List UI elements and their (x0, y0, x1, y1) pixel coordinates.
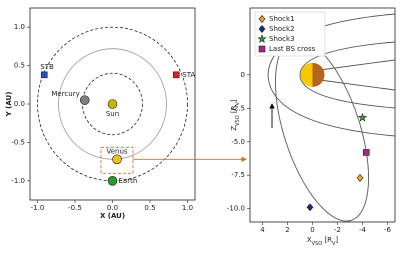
y-tick-label: 0.5 (14, 62, 25, 70)
x-tick-label: -4 (359, 226, 367, 234)
x-tick-label: -0.5 (68, 204, 82, 212)
plot-frame (249, 7, 396, 223)
y-tick-label: 0.0 (14, 100, 25, 108)
y-tick-label: -10.0 (227, 205, 245, 213)
orbit (37, 26, 188, 182)
y-tick-label: -5.0 (231, 138, 245, 146)
trajectory (274, 38, 370, 222)
venus-day (300, 62, 313, 87)
boundary (299, 41, 396, 109)
point (107, 99, 118, 109)
y-tick-label: 1.0 (14, 23, 25, 31)
y-tick-label: 0 (241, 71, 245, 79)
point-label: Earth (119, 177, 138, 185)
legend-label: Shock3 (269, 35, 295, 43)
legend-marker (258, 15, 266, 23)
point-label: Mercury (51, 90, 79, 98)
axis-label: ZVSO [RV] (230, 99, 241, 131)
x-axis-label: X (AU) (100, 212, 125, 220)
legend-label: Shock1 (269, 15, 295, 23)
x-tick-label: 0.5 (144, 204, 155, 212)
x-tick-label: 0 (310, 226, 314, 234)
axis-label-part: V (235, 102, 241, 106)
axis-label: XVSO [RV] (307, 236, 339, 247)
x-tick-label: 4 (260, 226, 265, 234)
axis-label-part: ] (335, 236, 338, 244)
x-tick-label: 0.0 (107, 204, 118, 212)
y-tick-label: -1.0 (11, 177, 25, 185)
axis-label-part: [R (230, 105, 238, 115)
boundary (319, 59, 396, 91)
legend-marker (258, 25, 266, 33)
y-axis-label: Y (AU) (5, 92, 13, 118)
axis-label-part: [R (322, 236, 332, 244)
legend-label: Shock2 (269, 25, 295, 33)
point-label: STB (40, 63, 54, 71)
point (79, 95, 90, 105)
venus-night (312, 62, 325, 87)
x-tick-label: 1.0 (182, 204, 193, 212)
point-label: STA (182, 71, 195, 79)
x-tick-label: -2 (334, 226, 341, 234)
x-tick-label: -1.0 (31, 204, 45, 212)
y-tick-label: -7.5 (231, 171, 245, 179)
legend-marker (258, 45, 266, 53)
point (112, 154, 122, 165)
point (362, 149, 370, 156)
legend-label: Last BS cross (269, 45, 316, 53)
point-label: Sun (106, 110, 119, 118)
highlight-box (100, 146, 134, 174)
point-label: Venus (106, 147, 127, 155)
axis-label-part: Z (230, 126, 238, 131)
y-tick-label: -0.5 (11, 138, 25, 146)
point (356, 173, 364, 182)
axis-label-part: VSO (312, 241, 323, 247)
axis-label-part: V (332, 241, 336, 247)
x-tick-label: 2 (285, 226, 289, 234)
point (357, 112, 368, 122)
legend-marker (257, 34, 267, 43)
point (172, 71, 180, 79)
point (40, 71, 48, 79)
point (107, 176, 118, 186)
y-tick-label: -2.5 (231, 104, 245, 112)
axis-label-part: X (307, 236, 312, 244)
axis-label-part: VSO (235, 115, 241, 126)
point (306, 203, 314, 212)
bow-shock (267, 13, 396, 137)
legend-box (254, 11, 326, 57)
x-tick-label: -6 (384, 226, 392, 234)
axis-label-part: ] (230, 99, 238, 102)
